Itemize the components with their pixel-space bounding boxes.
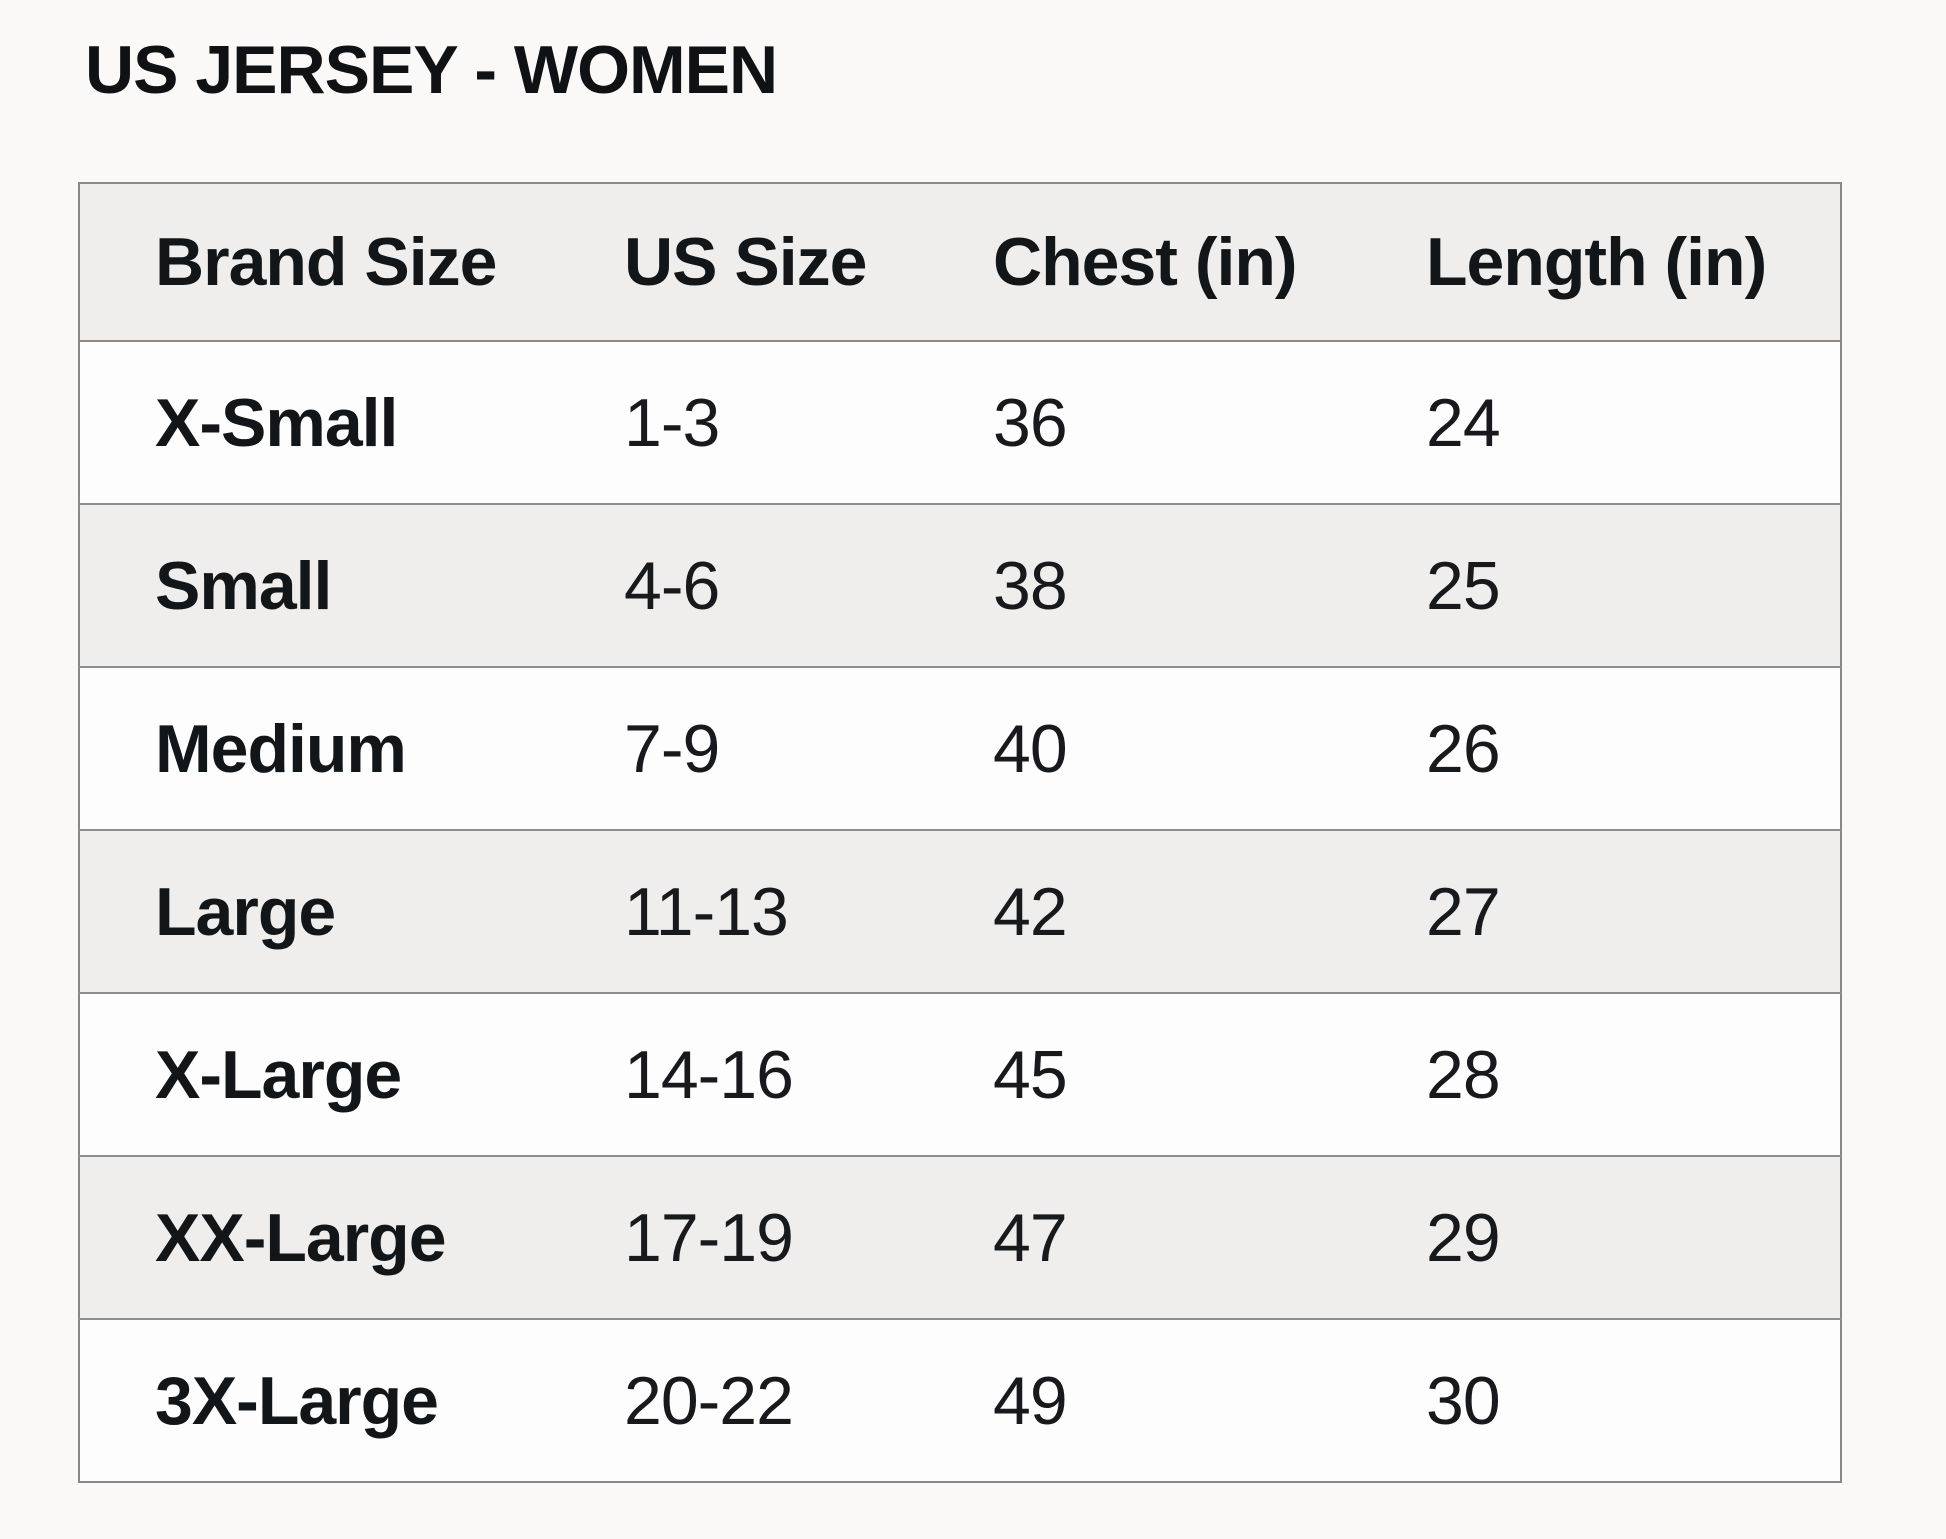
- table-body: X-Small 1-3 36 24 Small 4-6 38 25 Medium 7-9 40 26 L…: [79, 340, 1841, 1482]
- column-header-us-size: US Size: [549, 183, 918, 342]
- us-size-cell: 20-22: [549, 1318, 918, 1482]
- length-cell: 29: [1351, 1155, 1841, 1319]
- column-header-chest: Chest (in): [918, 183, 1351, 342]
- chest-cell: 47: [918, 1155, 1351, 1319]
- table-header: Brand Size US Size Chest (in) Length (in…: [79, 183, 1841, 342]
- brand-size-cell: 3X-Large: [79, 1318, 549, 1482]
- column-header-brand-size: Brand Size: [79, 183, 549, 342]
- table-row: X-Small 1-3 36 24: [79, 340, 1841, 504]
- brand-size-cell: X-Large: [79, 992, 549, 1156]
- chest-cell: 42: [918, 829, 1351, 993]
- us-size-cell: 14-16: [549, 992, 918, 1156]
- column-header-length: Length (in): [1351, 183, 1841, 342]
- chest-cell: 49: [918, 1318, 1351, 1482]
- size-chart-page: US JERSEY - WOMEN Brand Size US Size Che…: [0, 36, 1946, 1483]
- table-row: 3X-Large 20-22 49 30: [79, 1318, 1841, 1482]
- chest-cell: 36: [918, 340, 1351, 504]
- length-cell: 28: [1351, 992, 1841, 1156]
- us-size-cell: 7-9: [549, 666, 918, 830]
- table-row: XX-Large 17-19 47 29: [79, 1155, 1841, 1319]
- table-row: Medium 7-9 40 26: [79, 666, 1841, 830]
- chest-cell: 45: [918, 992, 1351, 1156]
- size-chart-table: Brand Size US Size Chest (in) Length (in…: [78, 182, 1842, 1483]
- table-row: X-Large 14-16 45 28: [79, 992, 1841, 1156]
- length-cell: 27: [1351, 829, 1841, 993]
- length-cell: 30: [1351, 1318, 1841, 1482]
- us-size-cell: 11-13: [549, 829, 918, 993]
- brand-size-cell: X-Small: [79, 340, 549, 504]
- us-size-cell: 4-6: [549, 503, 918, 667]
- chest-cell: 40: [918, 666, 1351, 830]
- us-size-cell: 1-3: [549, 340, 918, 504]
- header-row: Brand Size US Size Chest (in) Length (in…: [79, 183, 1841, 342]
- length-cell: 26: [1351, 666, 1841, 830]
- length-cell: 24: [1351, 340, 1841, 504]
- brand-size-cell: Small: [79, 503, 549, 667]
- page-title: US JERSEY - WOMEN: [85, 32, 778, 108]
- chest-cell: 38: [918, 503, 1351, 667]
- table-row: Small 4-6 38 25: [79, 503, 1841, 667]
- length-cell: 25: [1351, 503, 1841, 667]
- us-size-cell: 17-19: [549, 1155, 918, 1319]
- brand-size-cell: XX-Large: [79, 1155, 549, 1319]
- table-row: Large 11-13 42 27: [79, 829, 1841, 993]
- brand-size-cell: Large: [79, 829, 549, 993]
- brand-size-cell: Medium: [79, 666, 549, 830]
